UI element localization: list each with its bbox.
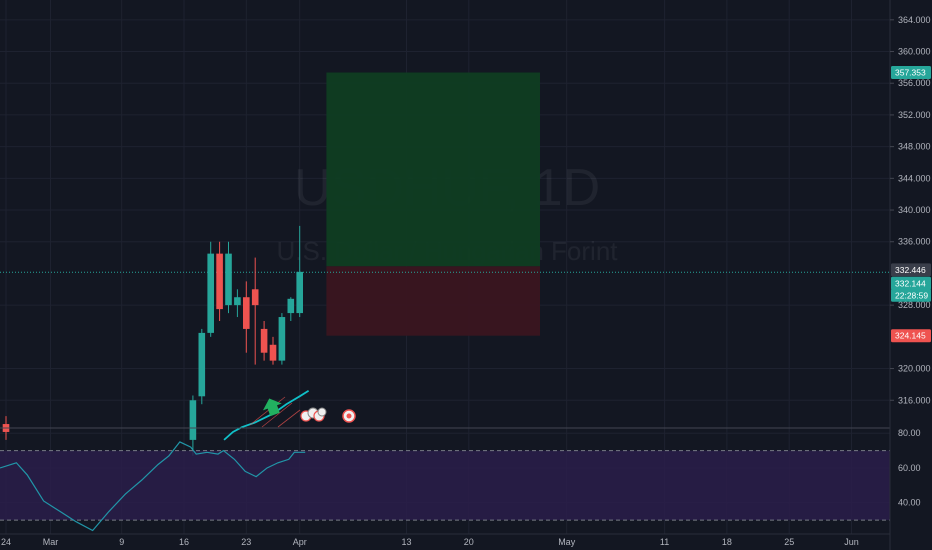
price-tag-label: 22:28:59 (895, 290, 928, 300)
price-tick-label: 328.000 (898, 300, 931, 310)
time-tick-label: 24 (1, 537, 11, 547)
candle[interactable] (269, 336, 277, 365)
time-tick-label: 23 (241, 537, 251, 547)
price-tag-background (891, 329, 931, 343)
price-tick-label: 336.000 (898, 237, 931, 247)
candle-body (260, 328, 268, 353)
price-tick-label: 316.000 (898, 395, 931, 405)
price-tags: 357.353 332.446 332.144 22:28:59 324.145 (891, 65, 931, 343)
price-tick-label: 320.000 (898, 364, 931, 374)
candle[interactable] (243, 281, 250, 353)
price-tag-target: 357.353 (891, 65, 931, 79)
candle[interactable] (234, 289, 241, 318)
time-tick-label: 13 (401, 537, 411, 547)
price-tag-last: 332.144 (891, 276, 931, 290)
time-tick-label: Apr (293, 537, 307, 547)
price-tick-label: 344.000 (898, 173, 931, 183)
rsi-line (0, 441, 306, 532)
candle-body (243, 297, 250, 329)
price-tag-stop: 324.145 (891, 329, 931, 343)
buy-arrow-icon[interactable] (260, 395, 285, 418)
long-position-profit-zone[interactable] (326, 72, 540, 267)
price-tag-background (891, 276, 931, 290)
long-position-loss-zone[interactable] (326, 266, 540, 336)
pitchfork-drawing[interactable] (249, 396, 301, 428)
price-tag-label: 324.145 (895, 331, 926, 341)
time-tick-label: 20 (464, 537, 474, 547)
candle-body (189, 400, 197, 440)
rsi-tick-label: 60.00 (898, 463, 921, 473)
candle-body (234, 297, 241, 306)
candle-body (198, 332, 206, 397)
candle-body (251, 289, 259, 306)
price-tick-label: 340.000 (898, 205, 931, 215)
price-axis[interactable]: 364.000 360.000 356.000 352.000 348.000 344.0… (890, 15, 931, 405)
price-tick-label: 352.000 (898, 110, 931, 120)
time-tick-label: 25 (784, 537, 794, 547)
time-tick-label: 16 (179, 537, 189, 547)
price-tag-label: 332.144 (895, 278, 926, 288)
candle[interactable] (207, 241, 214, 337)
time-tick-label: Mar (43, 537, 59, 547)
time-tick-label: 18 (722, 537, 732, 547)
price-tag-bid: 332.446 (891, 263, 931, 277)
candle-body (296, 271, 303, 314)
candle-body (207, 253, 214, 333)
candle-body (225, 253, 232, 306)
candle[interactable] (296, 225, 303, 318)
time-tick-label: 9 (119, 537, 124, 547)
candle[interactable] (225, 241, 232, 314)
event-flag-icon (346, 413, 352, 419)
candle[interactable] (189, 395, 197, 456)
candle[interactable] (251, 257, 259, 365)
candle-body (269, 344, 277, 361)
price-tick-label: 360.000 (898, 47, 931, 57)
price-tick-label: 356.000 (898, 78, 931, 88)
event-markers[interactable] (300, 407, 356, 423)
candle[interactable] (198, 328, 206, 405)
candle-body (287, 298, 295, 314)
price-tag-countdown: 22:28:59 (891, 288, 931, 302)
time-tick-label: 11 (660, 537, 669, 547)
price-tag-label: 332.446 (895, 265, 926, 275)
time-tick-label: May (558, 537, 576, 547)
rsi-axis[interactable]: 80.00 60.00 40.00 (898, 428, 921, 508)
price-tag-background (891, 263, 931, 277)
price-tag-label: 357.353 (895, 67, 926, 77)
rsi-tick-label: 40.00 (898, 498, 921, 508)
price-tag-background (891, 288, 931, 302)
price-tick-label: 364.000 (898, 15, 931, 25)
event-flag-icon (317, 407, 327, 417)
candle[interactable] (216, 241, 223, 321)
candle[interactable] (287, 297, 295, 321)
time-axis[interactable]: 24Mar91623Apr1320May111825Jun815 (1, 537, 932, 547)
price-tick-label: 348.000 (898, 142, 931, 152)
rsi-band (0, 450, 890, 521)
candle-body (216, 253, 223, 310)
rsi-tick-label: 80.00 (898, 428, 921, 438)
price-tag-background (891, 65, 931, 79)
time-tick-label: Jun (844, 537, 859, 547)
candle[interactable] (278, 313, 286, 365)
candle-body (278, 317, 286, 361)
moving-average-line (223, 389, 310, 441)
candle[interactable] (260, 321, 268, 361)
